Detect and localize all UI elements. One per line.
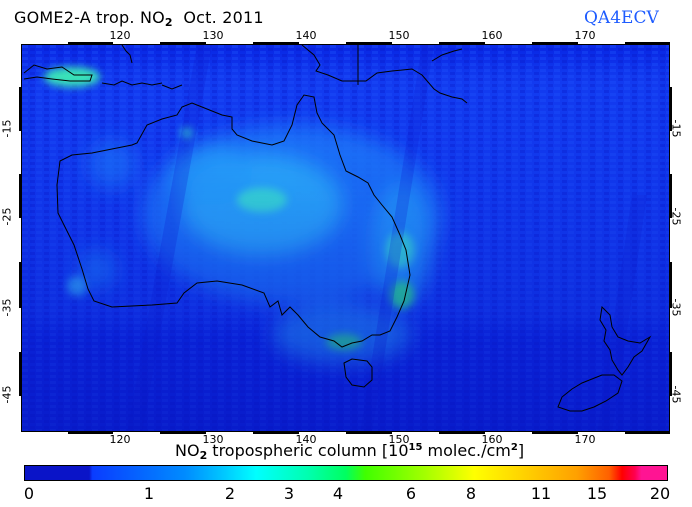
- frame-tickbar: [253, 42, 299, 45]
- colorbar-tick: 0: [23, 484, 35, 503]
- lon-tick-bottom: 160: [481, 433, 503, 446]
- colorbar: [24, 465, 668, 481]
- lon-tick-top: 170: [574, 29, 596, 42]
- coast-nz-south: [557, 374, 623, 412]
- lon-tick-bottom: 120: [109, 433, 131, 446]
- coast-australia: [56, 94, 411, 348]
- frame-tickbar: [439, 431, 485, 434]
- colorbar-tick: 4: [332, 484, 344, 503]
- frame-tickbar: [669, 352, 672, 396]
- map-panel[interactable]: [21, 44, 670, 432]
- coast-tasmania: [343, 358, 373, 388]
- coast-sulawesi: [121, 45, 133, 64]
- map-title: GOME2-A trop. NO2 Oct. 2011: [14, 8, 264, 29]
- lon-tick-top: 130: [202, 29, 224, 42]
- colorbar-tick: 8: [465, 484, 477, 503]
- coast-sunda-islands: [101, 80, 163, 86]
- colorbar-tick: 2: [224, 484, 236, 503]
- frame-tickbar: [19, 174, 22, 218]
- lat-tick-left: -25: [0, 207, 14, 226]
- label-part: molec./cm: [422, 441, 511, 460]
- lon-tick-top: 160: [481, 29, 503, 42]
- label-part: tropospheric column [10: [207, 441, 409, 460]
- colorbar-tick: 15: [586, 484, 608, 503]
- coast-timor: [161, 84, 183, 90]
- label-part: ]: [517, 441, 525, 460]
- frame-tickbar: [439, 42, 485, 45]
- label-sub: 2: [199, 449, 208, 462]
- frame-tickbar: [532, 42, 578, 45]
- coastlines: [23, 45, 652, 412]
- title-prefix: GOME2-A trop. NO: [14, 8, 165, 27]
- lat-tick-left: -45: [0, 385, 14, 404]
- colorbar-tick: 6: [405, 484, 417, 503]
- title-date: Oct. 2011: [183, 8, 264, 27]
- colorbar-tick: 3: [283, 484, 295, 503]
- coast-new-guinea: [301, 45, 468, 104]
- frame-tickbar: [160, 431, 206, 434]
- lon-tick-top: 150: [388, 29, 410, 42]
- frame-tickbar: [532, 431, 578, 434]
- lon-tick-top: 140: [295, 29, 317, 42]
- brand-label: QA4ECV: [584, 8, 659, 28]
- frame-tickbar: [19, 352, 22, 396]
- no2-heatmap: [22, 45, 669, 431]
- title-subscript: 2: [164, 16, 173, 29]
- colorbar-tick: 20: [649, 484, 671, 503]
- colorbar-label: NO2 tropospheric column [1015 molec./cm2…: [175, 441, 524, 462]
- lon-tick-bottom: 150: [388, 433, 410, 446]
- colorbar-tick: 11: [530, 484, 552, 503]
- coast-new-britain: [431, 48, 463, 62]
- lon-tick-top: 120: [109, 29, 131, 42]
- coast-nz-north: [599, 305, 652, 376]
- frame-tickbar: [19, 262, 22, 308]
- label-sup: 2: [510, 442, 518, 453]
- frame-tickbar: [253, 431, 299, 434]
- frame-tickbar: [669, 262, 672, 308]
- frame-tickbar: [346, 42, 392, 45]
- coast-java: [23, 64, 93, 82]
- lon-tick-bottom: 130: [202, 433, 224, 446]
- frame-tickbar: [160, 42, 206, 45]
- frame-tickbar: [625, 42, 670, 45]
- lat-tick-left: -35: [0, 298, 14, 317]
- label-sup: 15: [408, 442, 423, 453]
- frame-tickbar: [669, 87, 672, 131]
- lat-tick-left: -15: [0, 119, 14, 138]
- frame-tickbar: [68, 42, 113, 45]
- frame-tickbar: [346, 431, 392, 434]
- colorbar-tick: 1: [143, 484, 155, 503]
- frame-tickbar: [625, 431, 670, 434]
- lon-tick-bottom: 140: [295, 433, 317, 446]
- frame-tickbar: [19, 87, 22, 131]
- frame-tickbar: [68, 431, 113, 434]
- label-part: NO: [175, 441, 200, 460]
- frame-tickbar: [669, 174, 672, 218]
- lon-tick-bottom: 170: [574, 433, 596, 446]
